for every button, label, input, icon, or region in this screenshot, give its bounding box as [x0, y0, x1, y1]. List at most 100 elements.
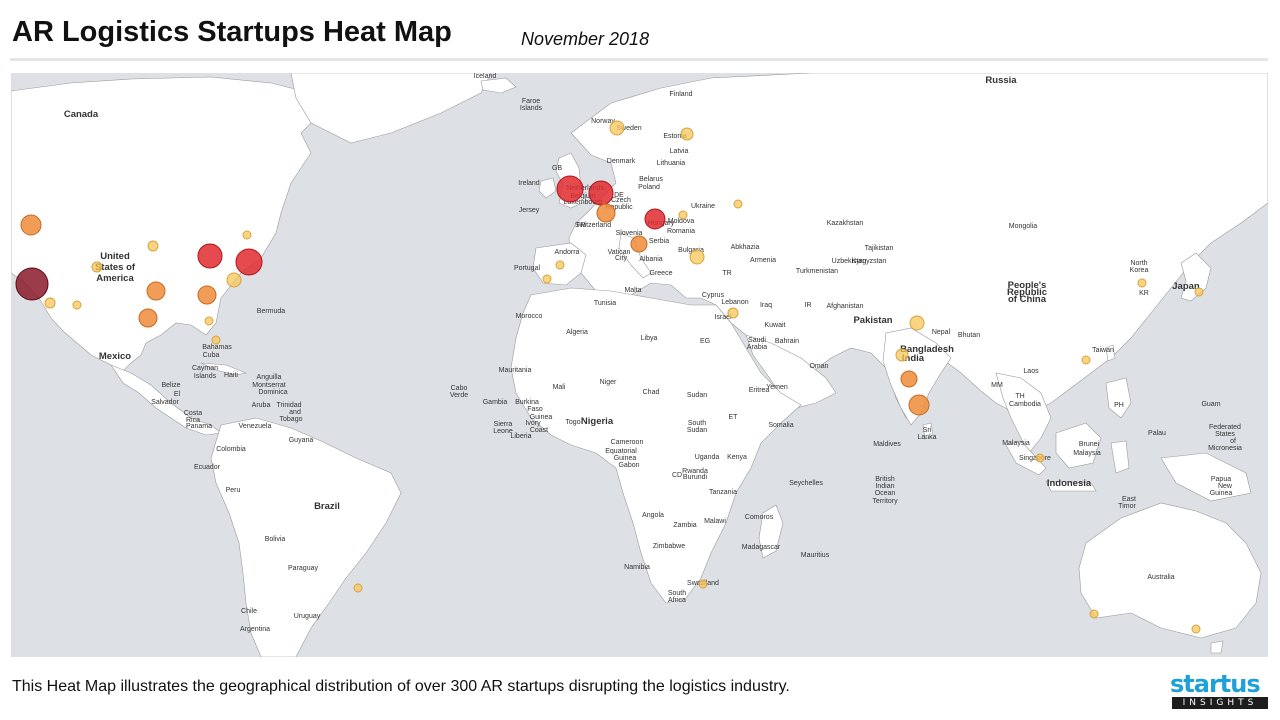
arabian-peninsula — [745, 334, 837, 409]
startup-hotspot[interactable] — [226, 272, 242, 288]
map-label: Uganda — [695, 454, 720, 461]
map-label: India — [902, 353, 925, 364]
map-label: Estonia — [663, 133, 686, 140]
map-label: CD — [672, 472, 682, 479]
map-label: Sweden — [616, 125, 641, 132]
startup-hotspot[interactable] — [242, 230, 252, 240]
map-label: Papua — [1211, 476, 1231, 483]
startup-hotspot[interactable] — [895, 348, 909, 362]
map-label: Abkhazia — [731, 244, 760, 251]
startup-hotspot[interactable] — [678, 210, 688, 220]
startup-hotspot[interactable] — [44, 297, 56, 309]
south-america-landmass — [210, 417, 402, 657]
startup-hotspot[interactable] — [733, 199, 743, 209]
map-label: Cambodia — [1009, 401, 1041, 408]
startup-hotspot[interactable] — [556, 175, 584, 203]
map-label: Leone — [493, 428, 513, 435]
map-label: Sierra — [494, 421, 513, 428]
startup-hotspot[interactable] — [1194, 287, 1204, 297]
map-label: Greece — [650, 270, 673, 277]
map-label: Portugal — [514, 265, 541, 272]
map-label: Guinea — [614, 455, 637, 462]
startup-hotspot[interactable] — [680, 127, 694, 141]
startup-hotspot[interactable] — [1137, 278, 1147, 288]
startup-hotspot[interactable] — [542, 274, 552, 284]
map-label: Bahamas — [202, 344, 232, 351]
startup-hotspot[interactable] — [353, 583, 363, 593]
startup-hotspot[interactable] — [908, 394, 930, 416]
startup-hotspot[interactable] — [91, 261, 103, 273]
header-divider — [10, 58, 1268, 61]
map-label: Bahrain — [775, 338, 799, 345]
map-label: Nepal — [932, 329, 951, 336]
map-label: Tunisia — [594, 300, 616, 307]
startup-hotspot[interactable] — [900, 370, 918, 388]
map-label: Federated — [1209, 424, 1241, 431]
map-label: Israel — [714, 314, 732, 321]
map-label: Comoros — [745, 514, 774, 521]
map-label: Chile — [241, 608, 257, 615]
startup-hotspot[interactable] — [630, 235, 648, 253]
startup-hotspot[interactable] — [555, 260, 565, 270]
map-label: Gambia — [483, 399, 508, 406]
map-label: Romania — [667, 228, 695, 235]
startup-hotspot[interactable] — [1191, 624, 1201, 634]
startup-hotspot[interactable] — [909, 315, 925, 331]
map-label: Poland — [638, 184, 660, 191]
map-label: Libya — [641, 335, 658, 342]
madagascar-island — [758, 504, 784, 559]
startup-hotspot[interactable] — [197, 285, 217, 305]
map-label: Uzbekistan — [832, 258, 867, 265]
startup-hotspot[interactable] — [727, 307, 739, 319]
map-label: of China — [1008, 294, 1047, 305]
logo-tagline: INSIGHTS — [1172, 697, 1268, 709]
map-label: British — [875, 476, 895, 483]
startup-hotspot[interactable] — [609, 120, 625, 136]
startup-hotspot[interactable] — [138, 308, 158, 328]
startup-hotspot[interactable] — [644, 208, 666, 230]
startup-hotspot[interactable] — [146, 281, 166, 301]
map-label: Aruba — [252, 402, 271, 409]
world-map[interactable]: Canada United States of America Mexico Bermud… — [11, 73, 1268, 657]
map-label: Belize — [161, 382, 180, 389]
map-label: Iraq — [760, 302, 772, 309]
iceland-island — [480, 77, 517, 94]
map-label: Luxembourg — [564, 199, 603, 206]
sulawesi-island — [1110, 440, 1130, 474]
map-label: Republic — [1007, 287, 1047, 298]
startup-hotspot[interactable] — [15, 267, 49, 301]
startup-hotspot[interactable] — [1035, 453, 1045, 463]
startup-hotspot[interactable] — [1081, 355, 1091, 365]
startus-insights-logo: startus INSIGHTS — [1170, 670, 1270, 710]
map-label: People's — [1008, 280, 1047, 291]
startup-hotspot[interactable] — [211, 335, 221, 345]
map-label: Brunei — [1079, 441, 1100, 448]
map-label: States — [1215, 431, 1235, 438]
sumatra-island — [1005, 440, 1047, 476]
startup-hotspot[interactable] — [72, 300, 82, 310]
southeast-asia-peninsula — [995, 372, 1052, 454]
map-label: Oman — [809, 363, 828, 370]
startup-hotspot[interactable] — [1089, 609, 1099, 619]
startup-hotspot[interactable] — [235, 248, 263, 276]
startup-hotspot[interactable] — [588, 180, 614, 206]
map-label: Kenya — [727, 454, 747, 461]
map-label: Bulgaria — [678, 247, 704, 254]
startup-hotspot[interactable] — [689, 249, 705, 265]
map-label: Serbia — [649, 238, 669, 245]
map-label: Angola — [642, 512, 664, 519]
map-label: Tajikistan — [865, 245, 894, 252]
land-masses — [11, 73, 1268, 657]
startup-hotspot[interactable] — [204, 316, 214, 326]
map-label: Ivory — [525, 420, 541, 427]
startup-hotspot[interactable] — [596, 203, 616, 223]
startup-hotspot[interactable] — [147, 240, 159, 252]
startup-hotspot[interactable] — [197, 243, 223, 269]
map-label: Malawi — [704, 518, 726, 525]
map-label: Czech — [611, 197, 631, 204]
map-label: North — [1130, 260, 1147, 267]
startup-hotspot[interactable] — [20, 214, 42, 236]
startup-hotspot[interactable] — [698, 579, 708, 589]
map-label: Guinea — [1210, 490, 1233, 497]
